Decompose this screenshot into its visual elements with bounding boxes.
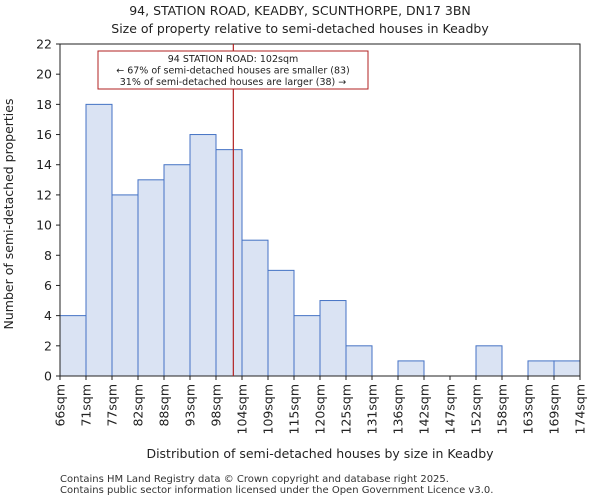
- histogram-bar: [163, 164, 191, 377]
- x-tick-label: 115sqm: [287, 384, 302, 434]
- x-tick-label: 136sqm: [391, 384, 406, 434]
- y-tick-label: 6: [44, 278, 52, 293]
- y-tick-label: 16: [36, 127, 52, 142]
- histogram-bar: [85, 103, 113, 377]
- histogram-bar: [345, 345, 373, 377]
- footer-licence: Contains public sector information licen…: [60, 485, 494, 496]
- x-tick-label: 109sqm: [261, 384, 276, 434]
- y-tick-label: 20: [36, 67, 52, 82]
- x-tick-label: 152sqm: [469, 384, 484, 434]
- y-tick-label: 0: [44, 369, 52, 384]
- x-tick-label: 104sqm: [235, 384, 250, 434]
- histogram-bar: [319, 300, 347, 377]
- y-tick-label: 14: [36, 157, 52, 172]
- annotation-line: 31% of semi-detached houses are larger (…: [120, 77, 347, 88]
- x-tick-label: 77sqm: [105, 384, 120, 427]
- histogram-bar: [215, 149, 243, 377]
- histogram-bar: [189, 134, 217, 377]
- chart-subtitle: Size of property relative to semi-detach…: [111, 21, 489, 36]
- y-tick-label: 8: [44, 248, 52, 263]
- histogram-bar: [527, 360, 555, 377]
- histogram-bar: [397, 360, 425, 377]
- histogram-bar: [553, 360, 581, 377]
- y-tick-label: 10: [36, 218, 52, 233]
- histogram-bar: [59, 315, 87, 377]
- x-tick-label: 71sqm: [79, 384, 94, 427]
- histogram-bar: [475, 345, 503, 377]
- annotation-line: 94 STATION ROAD: 102sqm: [168, 54, 299, 65]
- x-tick-label: 98sqm: [209, 384, 224, 427]
- histogram-bar: [111, 194, 139, 377]
- x-tick-label: 131sqm: [365, 384, 380, 434]
- x-tick-label: 169sqm: [547, 384, 562, 434]
- x-tick-label: 125sqm: [339, 384, 354, 434]
- histogram-bar: [267, 269, 295, 377]
- y-tick-label: 12: [36, 187, 52, 202]
- annotation-box: [97, 50, 369, 90]
- bars-layer: [59, 103, 581, 377]
- x-tick-label: 174sqm: [573, 384, 588, 434]
- x-tick-label: 158sqm: [495, 384, 510, 434]
- histogram-bar: [293, 315, 321, 377]
- footer-copyright: Contains HM Land Registry data © Crown c…: [60, 474, 449, 485]
- x-tick-label: 88sqm: [157, 384, 172, 427]
- x-tick-label: 66sqm: [53, 384, 68, 427]
- x-axis-label: Distribution of semi-detached houses by …: [146, 446, 494, 461]
- axes-layer: 0 2 4 6 8 10 12 14 16 18 20 22 66sqm 71sqm 77sqm 82sqm 8…: [36, 37, 587, 435]
- x-tick-label: 82sqm: [131, 384, 146, 427]
- histogram-bar: [137, 179, 165, 377]
- y-tick-label: 22: [36, 37, 52, 52]
- y-tick-label: 18: [36, 97, 52, 112]
- y-axis-label: Number of semi-detached properties: [1, 99, 16, 330]
- histogram-bar: [241, 239, 269, 377]
- x-tick-label: 163sqm: [521, 384, 536, 434]
- x-tick-label: 93sqm: [183, 384, 198, 427]
- x-tick-label: 147sqm: [443, 384, 458, 434]
- y-tick-label: 2: [44, 338, 52, 353]
- chart-title: 94, STATION ROAD, KEADBY, SCUNTHORPE, DN…: [129, 3, 471, 18]
- x-tick-label: 120sqm: [313, 384, 328, 434]
- annotation-line: ← 67% of semi-detached houses are smalle…: [116, 66, 350, 77]
- property-marker-layer: 94 STATION ROAD: 102sqm← 67% of semi-det…: [97, 44, 369, 376]
- x-tick-label: 142sqm: [417, 384, 432, 434]
- y-tick-label: 4: [44, 308, 52, 323]
